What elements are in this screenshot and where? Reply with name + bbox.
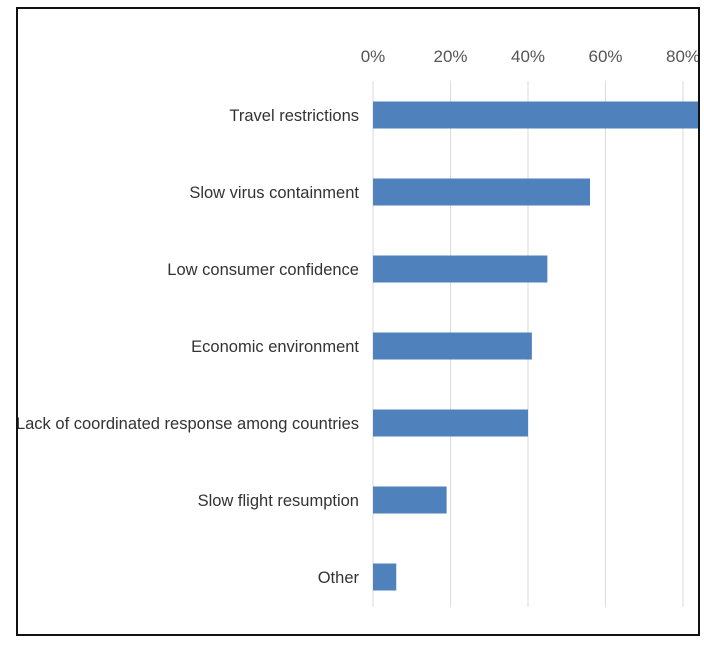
bar bbox=[373, 332, 532, 360]
bar bbox=[373, 563, 397, 591]
category-label: Slow flight resumption bbox=[198, 492, 359, 510]
bar bbox=[373, 486, 447, 514]
category-label: Slow virus containment bbox=[189, 184, 359, 202]
bar bbox=[373, 101, 698, 129]
bar bbox=[373, 255, 548, 283]
category-label: Travel restrictions bbox=[229, 107, 359, 125]
bar bbox=[373, 409, 528, 437]
x-tick-label: 60% bbox=[588, 47, 622, 66]
category-label: Lack of coordinated response among count… bbox=[18, 415, 359, 433]
x-tick-label: 40% bbox=[511, 47, 545, 66]
x-tick-label: 20% bbox=[433, 47, 467, 66]
bar-chart: 0% 20% 40% 60% 80% Travel restrictions Slow vi… bbox=[18, 47, 698, 607]
x-tick-label: 0% bbox=[361, 47, 386, 66]
chart-frame: 0% 20% 40% 60% 80% Travel restrictions Slow vi… bbox=[16, 7, 700, 636]
category-label: Economic environment bbox=[191, 338, 359, 356]
x-tick-label: 80% bbox=[666, 47, 698, 66]
category-label: Other bbox=[318, 569, 360, 587]
bar bbox=[373, 178, 590, 206]
category-label: Low consumer confidence bbox=[167, 261, 359, 279]
